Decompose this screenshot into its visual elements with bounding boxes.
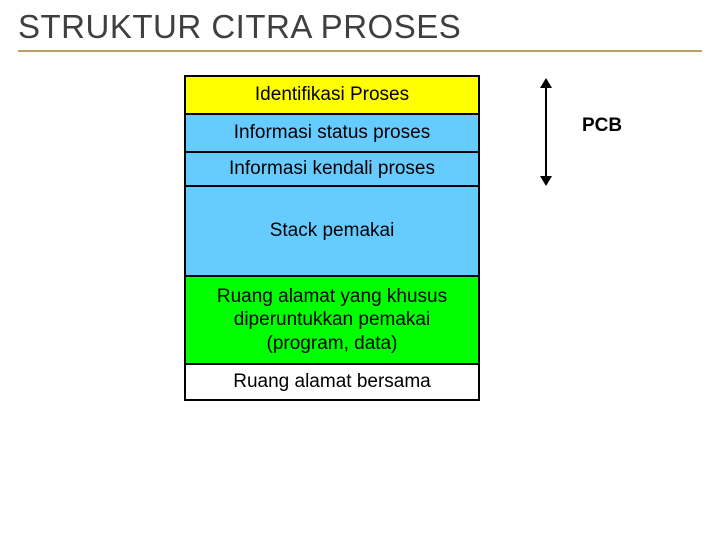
stack-row: Stack pemakai bbox=[186, 185, 478, 275]
stack-row: Informasi status proses bbox=[186, 113, 478, 151]
process-image-stack: Identifikasi ProsesInformasi status pros… bbox=[184, 75, 480, 401]
pcb-range-arrow bbox=[533, 78, 559, 186]
stack-row: Ruang alamat bersama bbox=[186, 363, 478, 399]
slide: STRUKTUR CITRA PROSES Identifikasi Prose… bbox=[0, 0, 720, 540]
slide-title: STRUKTUR CITRA PROSES bbox=[18, 8, 702, 46]
title-underline: STRUKTUR CITRA PROSES bbox=[18, 8, 702, 52]
stack-row: Identifikasi Proses bbox=[186, 77, 478, 113]
pcb-label: PCB bbox=[582, 115, 622, 137]
stack-row: Informasi kendali proses bbox=[186, 151, 478, 185]
stack-row: Ruang alamat yang khusus diperuntukkan p… bbox=[186, 275, 478, 363]
